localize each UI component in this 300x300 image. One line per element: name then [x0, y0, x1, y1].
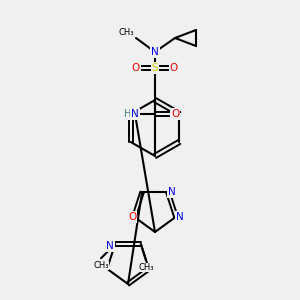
Text: N: N: [131, 109, 139, 119]
Text: N: N: [98, 262, 106, 272]
Text: H: H: [124, 109, 132, 119]
Text: O: O: [171, 109, 179, 119]
Text: N: N: [106, 241, 114, 251]
Text: O: O: [132, 63, 140, 73]
Text: N: N: [168, 187, 176, 197]
Text: CH₃: CH₃: [138, 263, 154, 272]
Text: N: N: [151, 47, 159, 57]
Text: O: O: [128, 212, 136, 222]
Text: O: O: [170, 63, 178, 73]
Text: CH₃: CH₃: [93, 261, 109, 270]
Text: N: N: [176, 212, 184, 222]
Text: CH₃: CH₃: [118, 28, 134, 37]
Text: S: S: [152, 63, 158, 73]
